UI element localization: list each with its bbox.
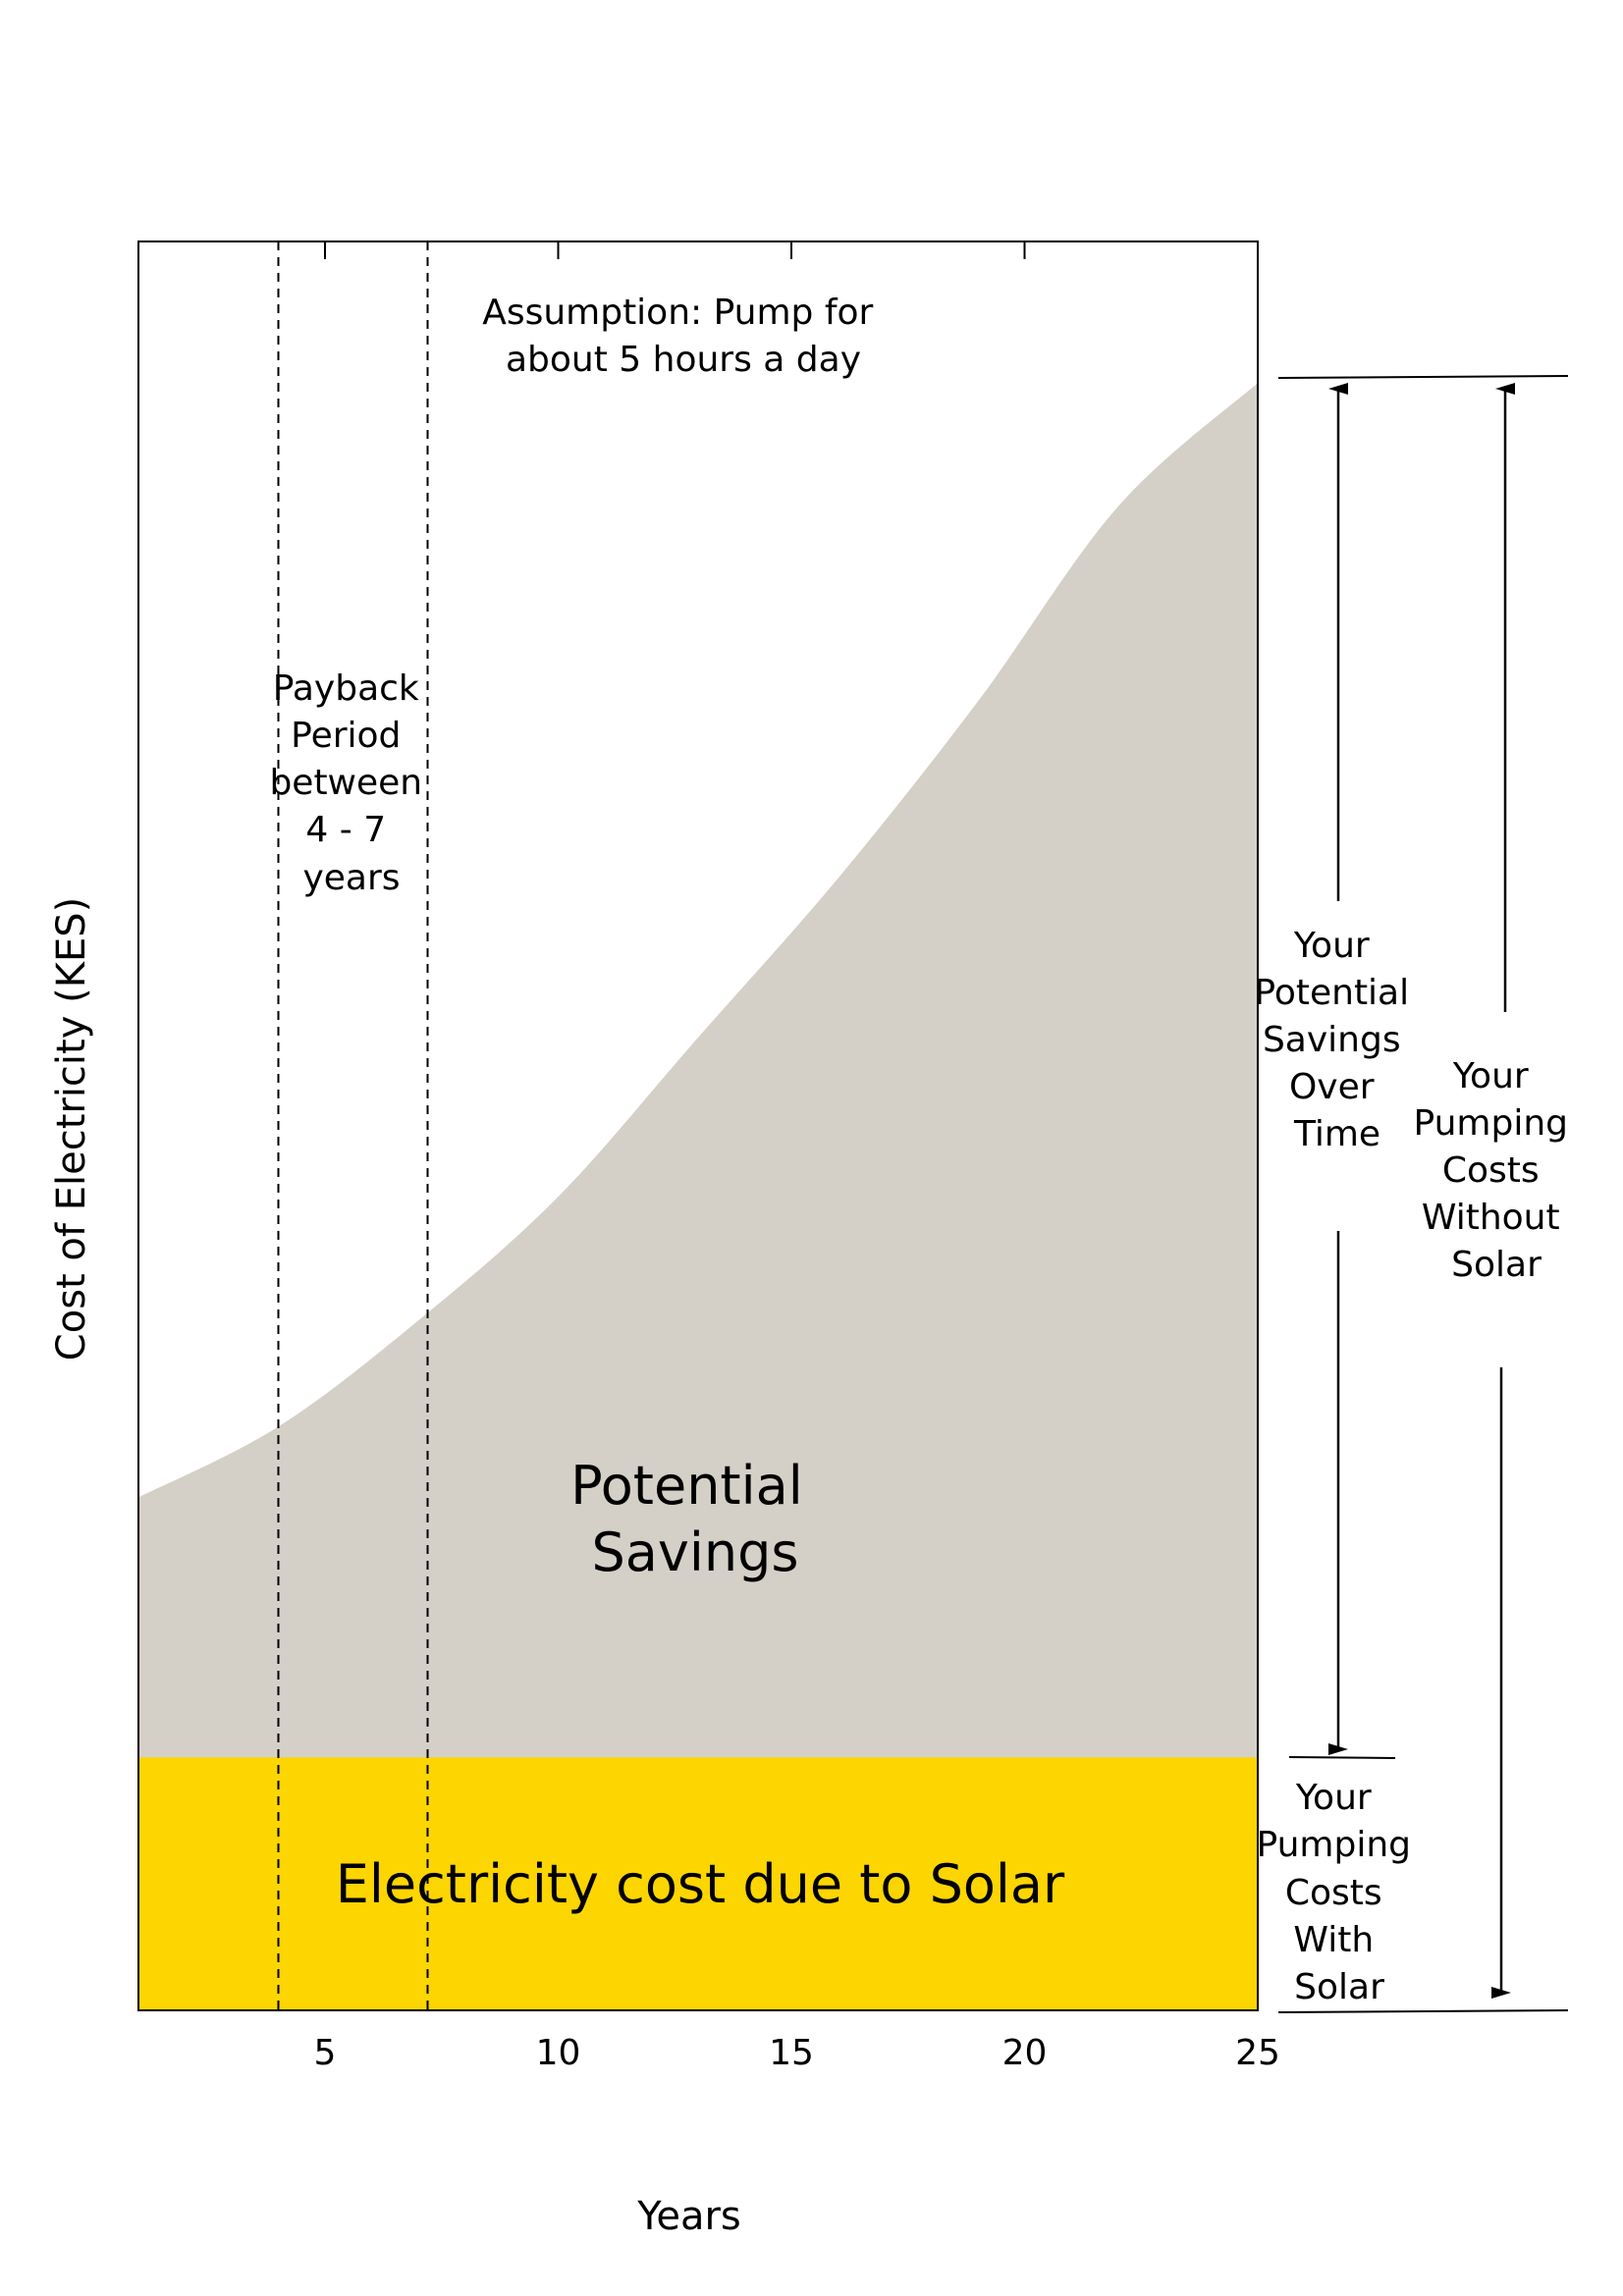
costs-with-solar-label: Your Pumping Costs With Solar (1257, 1778, 1423, 2007)
x-tick-label: 15 (769, 2033, 814, 2073)
payback-line-2: Period (291, 716, 401, 756)
payback-line-4: 4 - 7 (305, 810, 386, 850)
cws-line-4: Without (1422, 1198, 1560, 1238)
top-reference-line (1277, 375, 1569, 379)
assumption-line-1: Assumption: Pump for (482, 293, 873, 333)
x-tick-label: 10 (536, 2033, 581, 2073)
assumption-note: Assumption: Pump for about 5 hours a day (482, 293, 885, 380)
x-tick-label: 20 (1002, 2033, 1048, 2073)
x-axis-label: Years (636, 2194, 741, 2239)
pso-line-5: Time (1293, 1114, 1380, 1154)
cs-line-2: Pumping (1257, 1825, 1411, 1865)
cs-line-3: Costs (1285, 1873, 1382, 1913)
x-axis-ticks: 5 10 15 20 25 (314, 241, 1280, 2073)
potential-savings-area (138, 383, 1258, 2010)
x-tick-label: 5 (314, 2033, 337, 2073)
solar-cost-area (138, 1757, 1258, 2010)
payback-period-label: Payback Period between 4 - 7 years (269, 668, 433, 898)
pso-line-2: Potential (1254, 973, 1409, 1013)
payback-line-5: years (302, 858, 400, 898)
payback-line-1: Payback (273, 668, 419, 709)
x-tick-label: 25 (1235, 2033, 1280, 2073)
cws-line-5: Solar (1451, 1245, 1542, 1285)
cws-line-1: Your (1452, 1056, 1529, 1096)
potential-savings-over-time-label: Your Potential Savings Over Time (1254, 926, 1420, 1154)
solar-reference-line (1288, 1756, 1396, 1759)
payback-line-3: between (269, 763, 422, 803)
savings-label-line-2: Savings (592, 1522, 799, 1583)
cs-line-4: With (1293, 1920, 1374, 1960)
cs-line-5: Solar (1294, 1967, 1384, 2007)
pso-line-4: Over (1289, 1067, 1375, 1107)
assumption-line-2: about 5 hours a day (506, 340, 861, 380)
solar-cost-label: Electricity cost due to Solar (336, 1853, 1065, 1915)
cws-line-2: Pumping (1414, 1103, 1568, 1144)
bottom-reference-line (1277, 2009, 1569, 2013)
costs-without-solar-label: Your Pumping Costs Without Solar (1414, 1056, 1580, 1285)
y-axis-label: Cost of Electricity (KES) (49, 897, 94, 1361)
cws-line-3: Costs (1442, 1150, 1540, 1191)
plot-frame (137, 240, 1259, 2011)
pso-line-1: Your (1293, 926, 1370, 966)
cs-line-1: Your (1295, 1778, 1372, 1818)
pso-line-3: Savings (1263, 1020, 1401, 1060)
savings-label-line-1: Potential (570, 1455, 803, 1517)
potential-savings-label: Potential Savings (570, 1455, 820, 1583)
